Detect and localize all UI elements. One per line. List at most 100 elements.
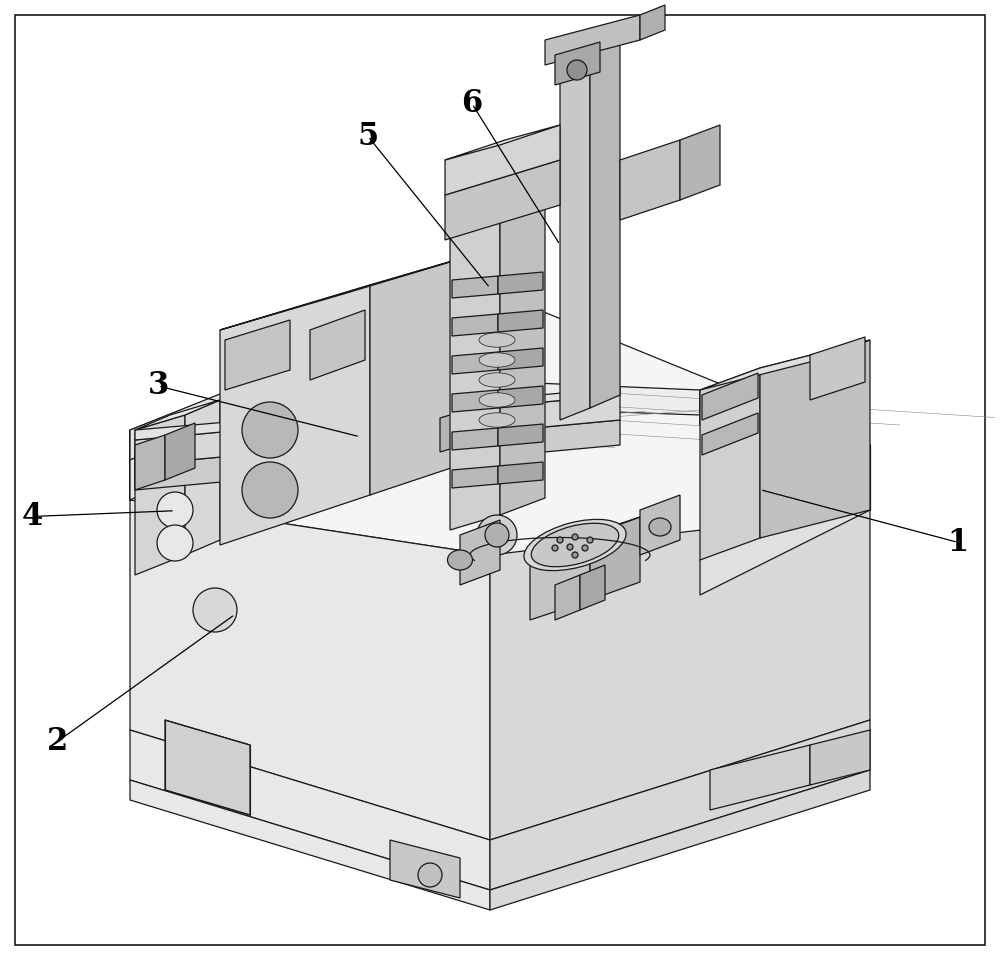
Polygon shape <box>370 250 490 495</box>
Polygon shape <box>490 720 870 890</box>
Polygon shape <box>680 125 720 200</box>
Text: 3: 3 <box>147 371 169 401</box>
Polygon shape <box>452 390 498 412</box>
Polygon shape <box>590 25 620 408</box>
Polygon shape <box>445 125 560 195</box>
Ellipse shape <box>479 413 515 427</box>
Polygon shape <box>135 390 280 475</box>
Polygon shape <box>452 276 498 298</box>
Circle shape <box>477 515 517 555</box>
Polygon shape <box>498 272 543 294</box>
Polygon shape <box>490 391 520 437</box>
Polygon shape <box>810 730 870 785</box>
Polygon shape <box>450 168 545 200</box>
Polygon shape <box>700 390 870 470</box>
Polygon shape <box>560 25 620 50</box>
Polygon shape <box>220 285 370 545</box>
Polygon shape <box>185 400 220 555</box>
Polygon shape <box>710 745 810 810</box>
Polygon shape <box>500 168 545 515</box>
Polygon shape <box>135 435 165 490</box>
Ellipse shape <box>448 550 473 570</box>
Polygon shape <box>490 510 870 840</box>
Polygon shape <box>130 372 275 460</box>
Polygon shape <box>135 388 620 440</box>
Polygon shape <box>460 520 500 585</box>
Polygon shape <box>165 720 250 815</box>
Polygon shape <box>702 413 758 455</box>
Polygon shape <box>130 780 490 910</box>
Text: 1: 1 <box>947 527 969 558</box>
Polygon shape <box>700 445 870 595</box>
Polygon shape <box>445 125 560 160</box>
Polygon shape <box>498 462 543 484</box>
Polygon shape <box>390 840 460 898</box>
Polygon shape <box>620 140 680 220</box>
Polygon shape <box>498 310 543 332</box>
Circle shape <box>552 545 558 551</box>
Text: 5: 5 <box>357 121 379 152</box>
Polygon shape <box>165 423 195 480</box>
Text: 4: 4 <box>21 501 43 532</box>
Circle shape <box>242 462 298 518</box>
Polygon shape <box>530 517 640 555</box>
Polygon shape <box>135 400 220 430</box>
Ellipse shape <box>531 523 619 566</box>
Polygon shape <box>452 352 498 374</box>
Circle shape <box>485 523 509 547</box>
Polygon shape <box>702 373 758 420</box>
Circle shape <box>572 552 578 558</box>
Circle shape <box>567 544 573 550</box>
Polygon shape <box>580 565 605 610</box>
Polygon shape <box>555 575 580 620</box>
Polygon shape <box>498 386 543 408</box>
Ellipse shape <box>479 393 515 407</box>
Text: 6: 6 <box>461 88 483 119</box>
Polygon shape <box>452 428 498 450</box>
Polygon shape <box>700 340 870 390</box>
Text: 2: 2 <box>47 726 69 756</box>
Circle shape <box>587 537 593 543</box>
Polygon shape <box>545 15 640 65</box>
Polygon shape <box>135 415 185 575</box>
Polygon shape <box>275 372 700 415</box>
Polygon shape <box>640 5 665 40</box>
Ellipse shape <box>649 518 671 536</box>
Polygon shape <box>700 405 855 460</box>
Polygon shape <box>225 320 290 390</box>
Circle shape <box>567 60 587 80</box>
Polygon shape <box>555 42 600 85</box>
Polygon shape <box>498 348 543 370</box>
Polygon shape <box>130 730 490 890</box>
Polygon shape <box>135 395 620 465</box>
Polygon shape <box>640 495 680 555</box>
Circle shape <box>193 588 237 632</box>
Polygon shape <box>135 420 620 490</box>
Polygon shape <box>700 390 870 480</box>
Polygon shape <box>700 368 760 560</box>
Polygon shape <box>450 185 500 530</box>
Polygon shape <box>498 424 543 446</box>
Polygon shape <box>220 250 490 330</box>
Polygon shape <box>130 290 870 595</box>
Polygon shape <box>130 400 275 500</box>
Polygon shape <box>860 445 870 510</box>
Circle shape <box>157 525 193 561</box>
Polygon shape <box>310 310 365 380</box>
Circle shape <box>157 492 193 528</box>
Ellipse shape <box>479 352 515 368</box>
Polygon shape <box>355 412 385 456</box>
Circle shape <box>418 863 442 887</box>
Polygon shape <box>452 314 498 336</box>
Circle shape <box>582 545 588 551</box>
Polygon shape <box>530 535 590 620</box>
Circle shape <box>557 537 563 543</box>
Polygon shape <box>810 337 865 400</box>
Polygon shape <box>590 517 640 600</box>
Circle shape <box>572 534 578 540</box>
Polygon shape <box>310 424 355 468</box>
Ellipse shape <box>479 372 515 387</box>
Ellipse shape <box>524 519 626 570</box>
Polygon shape <box>130 430 490 840</box>
Polygon shape <box>452 466 498 488</box>
